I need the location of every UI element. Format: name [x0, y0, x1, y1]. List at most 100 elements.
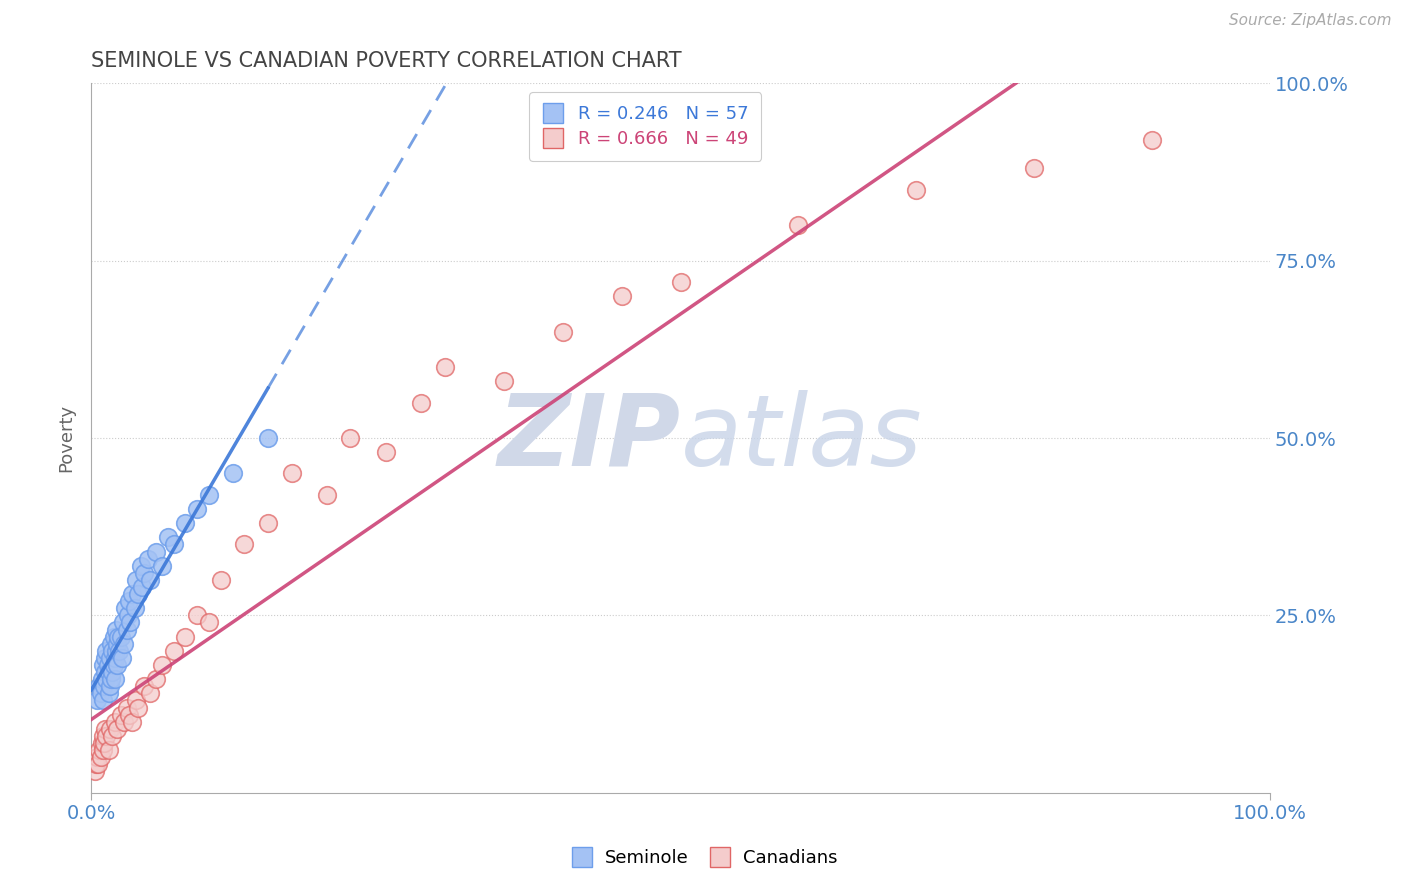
Point [124, 601, 146, 615]
Point [492, 374, 515, 388]
Legend: Seminole, Canadians: Seminole, Canadians [561, 842, 845, 874]
Point [89, 743, 111, 757]
Point [98, 722, 121, 736]
Legend: R = 0.246   N = 57, R = 0.666   N = 49: R = 0.246 N = 57, R = 0.666 N = 49 [529, 93, 761, 161]
Point [163, 644, 186, 658]
Point [100, 672, 122, 686]
Point [1024, 161, 1046, 176]
Point [101, 729, 124, 743]
Point [84, 757, 107, 772]
Point [110, 707, 132, 722]
Point [105, 637, 128, 651]
Point [905, 183, 928, 197]
Point [129, 558, 152, 573]
Point [150, 658, 173, 673]
Point [94, 651, 117, 665]
Text: Source: ZipAtlas.com: Source: ZipAtlas.com [1229, 13, 1392, 29]
Point [131, 580, 153, 594]
Point [100, 637, 122, 651]
Y-axis label: Poverty: Poverty [58, 404, 75, 472]
Point [97, 686, 120, 700]
Point [198, 488, 221, 502]
Point [96, 644, 118, 658]
Point [139, 686, 162, 700]
Point [105, 658, 128, 673]
Point [115, 700, 138, 714]
Point [186, 608, 208, 623]
Point [101, 644, 124, 658]
Point [209, 573, 232, 587]
Point [117, 608, 139, 623]
Point [139, 573, 162, 587]
Point [103, 630, 125, 644]
Point [94, 665, 117, 679]
Point [198, 615, 221, 630]
Point [96, 729, 118, 743]
Point [174, 630, 197, 644]
Point [91, 743, 114, 757]
Point [174, 516, 197, 530]
Point [186, 502, 208, 516]
Point [115, 623, 138, 637]
Point [374, 445, 396, 459]
Point [118, 707, 141, 722]
Point [118, 615, 141, 630]
Point [104, 623, 127, 637]
Point [411, 395, 433, 409]
Point [156, 530, 179, 544]
Point [145, 672, 167, 686]
Point [233, 537, 256, 551]
Point [101, 665, 124, 679]
Point [90, 686, 112, 700]
Point [93, 679, 115, 693]
Point [97, 743, 120, 757]
Point [97, 665, 120, 679]
Text: SEMINOLE VS CANADIAN POVERTY CORRELATION CHART: SEMINOLE VS CANADIAN POVERTY CORRELATION… [91, 51, 682, 70]
Point [110, 630, 132, 644]
Point [669, 275, 692, 289]
Point [104, 644, 127, 658]
Point [125, 693, 148, 707]
Point [108, 644, 131, 658]
Point [125, 573, 148, 587]
Point [107, 630, 129, 644]
Point [98, 651, 121, 665]
Point [121, 714, 143, 729]
Point [90, 672, 112, 686]
Point [134, 566, 156, 580]
Point [103, 658, 125, 673]
Point [145, 544, 167, 558]
Point [87, 757, 110, 772]
Point [91, 729, 114, 743]
Point [104, 672, 127, 686]
Point [118, 594, 141, 608]
Point [787, 218, 810, 232]
Point [127, 587, 149, 601]
Point [221, 467, 243, 481]
Point [111, 615, 134, 630]
Point [97, 658, 120, 673]
Point [257, 516, 280, 530]
Point [105, 722, 128, 736]
Point [121, 587, 143, 601]
Point [91, 658, 114, 673]
Point [96, 672, 118, 686]
Point [150, 558, 173, 573]
Point [114, 601, 136, 615]
Point [551, 325, 574, 339]
Point [280, 467, 302, 481]
Point [94, 722, 117, 736]
Point [112, 714, 135, 729]
Point [316, 488, 339, 502]
Point [86, 750, 108, 764]
Point [257, 431, 280, 445]
Point [134, 679, 156, 693]
Point [127, 700, 149, 714]
Point [89, 679, 111, 693]
Point [136, 551, 159, 566]
Text: atlas: atlas [681, 390, 922, 486]
Point [104, 714, 127, 729]
Point [433, 360, 456, 375]
Point [1140, 133, 1163, 147]
Point [112, 637, 135, 651]
